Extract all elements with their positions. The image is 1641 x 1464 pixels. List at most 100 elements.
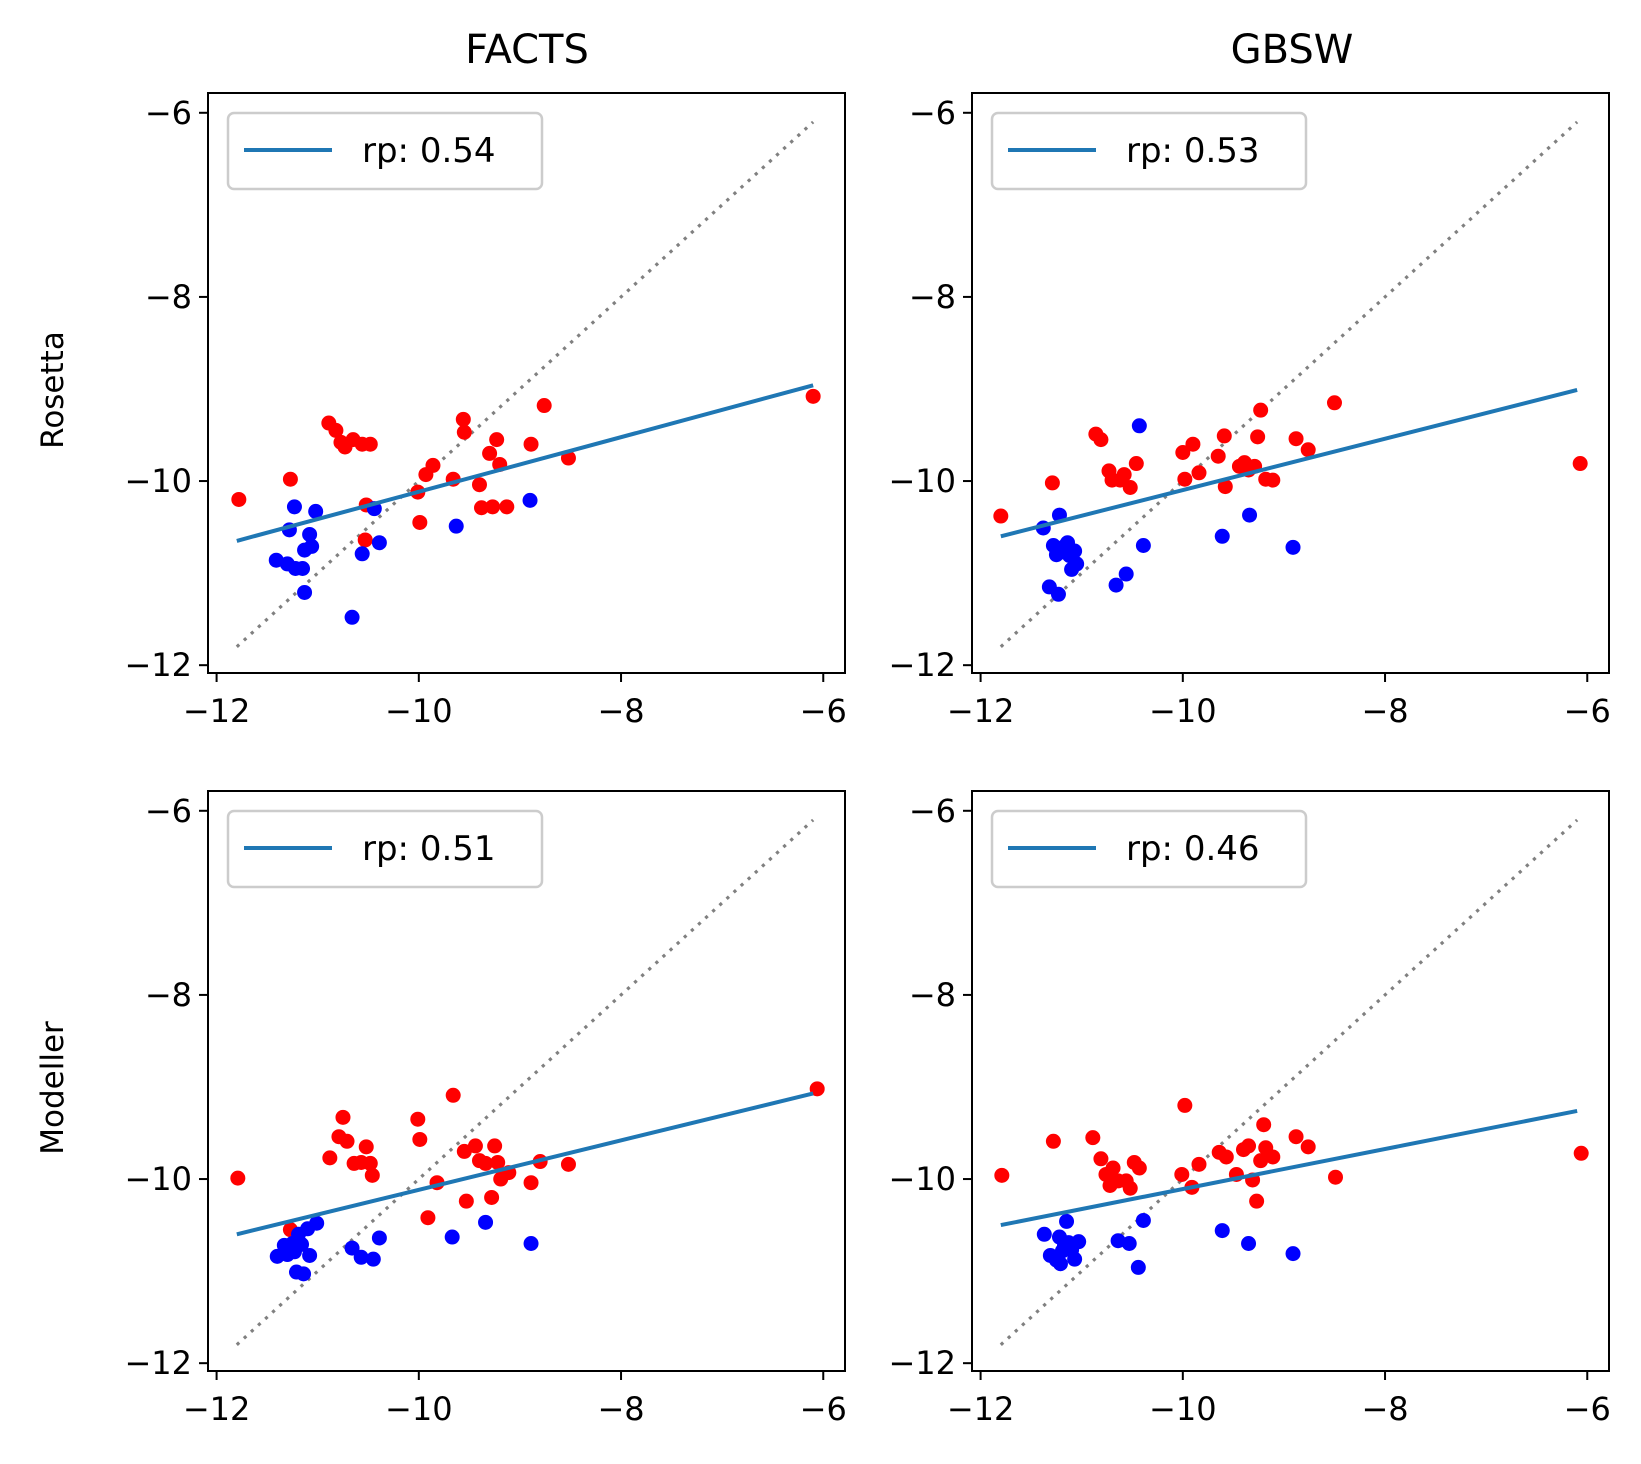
axes-frame [207, 790, 846, 1372]
legend-box [226, 111, 544, 191]
data-point-red [1174, 1166, 1190, 1182]
data-point-red [322, 1150, 338, 1166]
x-tick-label: −12 [947, 692, 1015, 730]
data-point-blue [1131, 418, 1147, 434]
data-point-blue [478, 1214, 494, 1230]
y-tick-label: −10 [888, 1160, 956, 1198]
data-point-red [474, 500, 490, 516]
data-point-blue [1121, 1235, 1137, 1251]
data-point-red [1177, 1097, 1193, 1113]
data-point-blue [308, 503, 324, 519]
fit-line [1000, 1108, 1578, 1228]
legend-label: rp: 0.46 [1126, 829, 1260, 869]
data-point-blue [1285, 539, 1301, 555]
data-point-red [230, 1170, 246, 1186]
x-tick-label: −8 [597, 692, 644, 730]
data-point-red [1241, 1138, 1257, 1154]
legend-box [226, 809, 544, 889]
x-tick-label: −6 [800, 1390, 847, 1428]
data-point-red [482, 445, 498, 461]
y-tick-label: −10 [888, 462, 956, 500]
data-point-red [1045, 1133, 1061, 1149]
data-point-red [1288, 1129, 1304, 1145]
data-point-blue [1067, 1251, 1083, 1267]
data-point-red [536, 398, 552, 414]
data-point-red [456, 1143, 472, 1159]
data-point-red [1093, 1151, 1109, 1167]
axes-frame [207, 92, 846, 674]
data-point-red [1218, 1149, 1234, 1165]
y-tick-label: −12 [888, 646, 956, 684]
data-point-blue [309, 1215, 325, 1231]
data-point-red [362, 1155, 378, 1171]
data-point-red [478, 1155, 494, 1171]
data-point-red [471, 477, 487, 493]
data-point-red [1085, 1130, 1101, 1146]
data-point-red [467, 1138, 483, 1154]
data-point-blue [1108, 577, 1124, 593]
data-point-red [1265, 472, 1281, 488]
data-point-red [1122, 1180, 1138, 1196]
data-point-blue [294, 1236, 310, 1252]
data-point-red [1177, 471, 1193, 487]
y-tick-label: −10 [124, 1160, 192, 1198]
fit-line [1000, 387, 1578, 539]
data-point-red [362, 436, 378, 452]
data-point-blue [344, 1240, 360, 1256]
y-tick-label: −10 [124, 462, 192, 500]
panel-facts-rosetta: −12 −10 −8 −6 −12 −10 −8 −6 rp: 0.54 [124, 92, 847, 730]
data-point-red [328, 422, 344, 438]
fit-line [236, 1091, 814, 1237]
data-point-red [1122, 479, 1138, 495]
data-point-red [1300, 1139, 1316, 1155]
data-point-red [335, 1109, 351, 1125]
data-point-red [458, 1193, 474, 1209]
data-point-blue [1050, 586, 1066, 602]
data-point-red [1191, 1156, 1207, 1172]
x-tick-label: −8 [597, 1390, 644, 1428]
x-tick-label: −10 [385, 692, 453, 730]
row-label-rosetta: Rosetta [35, 331, 71, 449]
data-point-red [523, 436, 539, 452]
data-point-red [412, 514, 428, 530]
y-tick-label: −6 [909, 792, 956, 830]
data-point-blue [302, 526, 318, 542]
data-point-red [1191, 465, 1207, 481]
data-point-blue [1059, 1213, 1075, 1229]
data-point-red [993, 508, 1009, 524]
x-tick-label: −12 [947, 1390, 1015, 1428]
y-tick-label: −6 [145, 94, 192, 132]
data-point-red [1256, 1117, 1272, 1133]
data-point-blue [1067, 543, 1083, 559]
data-point-red [1300, 442, 1316, 458]
data-point-blue [444, 1229, 460, 1245]
data-point-red [1093, 432, 1109, 448]
data-point-blue [286, 499, 302, 515]
data-point-red [487, 1138, 503, 1154]
data-point-red [1105, 1160, 1121, 1176]
data-point-blue [1241, 1235, 1257, 1251]
data-point-red [809, 1081, 825, 1097]
data-point-blue [295, 561, 311, 577]
legend-box [990, 111, 1308, 191]
data-point-blue [1071, 1234, 1087, 1250]
panel-gbsw-rosetta: −12 −10 −8 −6 −12 −10 −8 −6 rp: 0.53 [888, 92, 1611, 730]
y-tick-label: −12 [124, 1344, 192, 1382]
data-point-red [490, 1154, 506, 1170]
data-point-red [484, 1189, 500, 1205]
x-tick-label: −8 [1361, 692, 1408, 730]
legend-label: rp: 0.51 [362, 829, 496, 869]
data-point-red [231, 491, 247, 507]
data-point-blue [1135, 537, 1151, 553]
x-tick-label: −8 [1361, 1390, 1408, 1428]
data-point-blue [1214, 528, 1230, 544]
data-point-red [1573, 1145, 1589, 1161]
data-point-blue [304, 538, 320, 554]
data-point-blue [1130, 1259, 1146, 1275]
data-point-red [1185, 436, 1201, 452]
y-tick-label: −8 [145, 278, 192, 316]
data-point-red [1175, 445, 1191, 461]
data-point-red [1288, 431, 1304, 447]
data-point-red [455, 411, 471, 427]
